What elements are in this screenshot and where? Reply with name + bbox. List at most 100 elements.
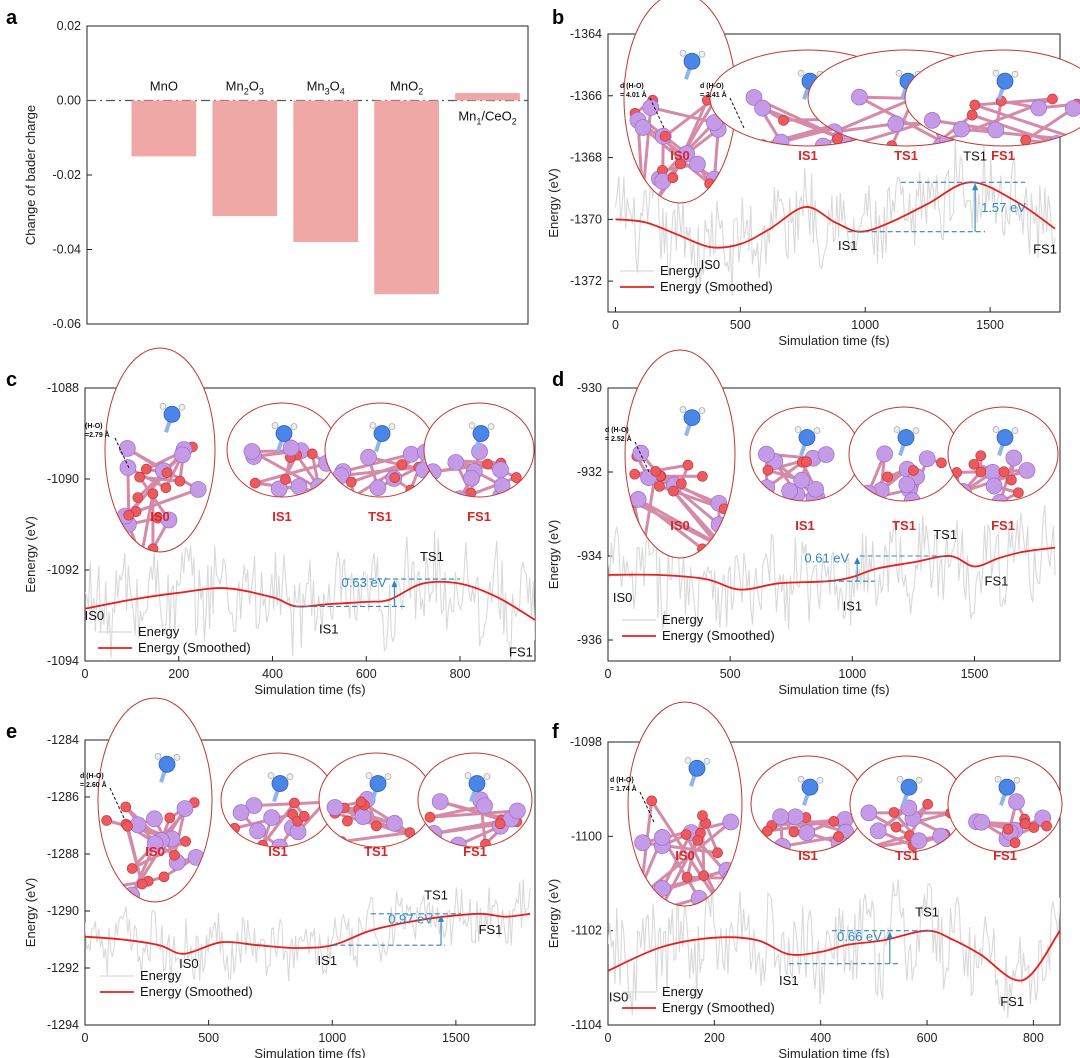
x-tick-label: 0 [82, 1031, 89, 1045]
state-label-is0: IS0 [145, 844, 165, 859]
y-tick-label: -1286 [47, 790, 79, 804]
oval-outline [104, 347, 216, 553]
distance-dashed-line [639, 791, 655, 823]
n-atom [801, 778, 819, 796]
structure-is1: IS1 [220, 752, 336, 859]
state-annotation-ts1: TS1 [424, 888, 448, 903]
state-label-fs1: FS1 [463, 844, 487, 859]
structure-fs1: FS1 [904, 49, 1080, 163]
structure-ts1: TS1 [848, 406, 960, 533]
bar-5 [455, 93, 520, 101]
plot-frame [607, 387, 1061, 662]
oval-outline [947, 755, 1063, 853]
plot-frame [84, 739, 536, 1026]
y-tick-label: -1102 [571, 924, 602, 938]
state-label-is0: IS0 [670, 148, 690, 163]
plot-area [614, 138, 1056, 296]
state-label-is0: IS0 [675, 848, 695, 863]
n-atom [472, 425, 490, 442]
barrier-label: 0.66 eV [837, 929, 882, 944]
state-label-ts1: TS1 [364, 844, 388, 859]
y-axis-title: Energy (eV) [546, 520, 561, 589]
panel-label-d: d [552, 369, 564, 391]
x-tick-label: 0 [82, 667, 89, 681]
x-tick-label: 1000 [851, 318, 879, 332]
x-tick-label: 200 [168, 667, 189, 681]
energy-raw-line [614, 138, 1056, 296]
structure-is1: IS1 [226, 402, 338, 524]
plot-frame [84, 387, 536, 662]
legend-label-smoothed: Energy (Smoothed) [138, 640, 251, 655]
y-tick-label: -1370 [570, 212, 602, 226]
x-tick-label: 800 [1023, 1031, 1044, 1045]
n-atom [688, 759, 706, 777]
panel-b: b 0 500 1000 1500 -1364 -1366 -1368 -1370 -1372 Si… [546, 7, 1061, 348]
x-axis-title: Simulation time (fs) [254, 682, 365, 697]
structure-is0: IS0 [627, 701, 743, 907]
distance-dashed-line [649, 97, 665, 129]
legend-label-raw: Energy [662, 612, 704, 627]
state-annotation-is1: IS1 [843, 599, 863, 614]
state-annotation-ts1: TS1 [420, 549, 444, 564]
energy-smoothed-line [85, 912, 531, 955]
y-tick-label: -1104 [571, 1018, 602, 1032]
x-tick-label: 500 [730, 318, 751, 332]
state-label-ts1: TS1 [368, 509, 392, 524]
legend-label-raw: Energy [660, 263, 702, 278]
energy-raw-line [85, 879, 531, 983]
x-axis-title: Simulation time (fs) [778, 1046, 889, 1058]
x-tick-label: 1000 [318, 1031, 346, 1045]
x-tick-label: 0 [605, 667, 612, 681]
x-tick-label: 1500 [961, 667, 989, 681]
distance-label: d (H-O) = 1.74 Å [610, 777, 637, 793]
distance-dashed-line [729, 97, 745, 129]
state-annotation-is0: IS0 [701, 257, 721, 272]
state-label-is0: IS0 [670, 518, 690, 533]
structure-is1: IS1 [749, 406, 861, 533]
y-axis-title: Eenergy (eV) [23, 516, 38, 593]
n-atom [369, 775, 387, 792]
plot-area [85, 530, 535, 661]
y-tick-label: -1364 [570, 27, 602, 41]
y-tick-label: -1290 [47, 904, 79, 918]
state-annotation-is0: IS0 [179, 956, 199, 971]
state-label-is0: IS0 [150, 509, 170, 524]
y-axis-title: Energy (eV) [23, 878, 38, 947]
structure-ts1: TS1 [324, 402, 436, 524]
legend-label-smoothed: Energy (Smoothed) [662, 628, 775, 643]
panel-label-e: e [6, 721, 17, 743]
x-tick-label: 200 [704, 1031, 725, 1045]
state-annotation-fs1: FS1 [1033, 241, 1057, 256]
oval-outline [97, 697, 213, 903]
state-annotation-ts1: TS1 [915, 905, 939, 920]
distance-label: d (H-O) = 3.41 Å [700, 83, 727, 99]
x-tick-label: 1500 [976, 318, 1004, 332]
state-annotation-is0: IS0 [613, 590, 633, 605]
barrier-label: 0.61 eV [804, 551, 849, 566]
state-annotation-ts1: TS1 [933, 527, 957, 542]
category-label: Mn1/CeO2 [458, 109, 516, 127]
n-atom [275, 425, 293, 442]
panel-f: f 0 200 400 600 800 -1098 -1100 -1102 -1104 Simula… [546, 721, 1061, 1058]
n-atom [373, 425, 391, 442]
bar-3 [293, 100, 359, 243]
oval-outline [904, 49, 1080, 147]
distance-dashed-line [634, 441, 650, 473]
structure-is0: IS0 [623, 0, 737, 204]
state-annotation-is0: IS0 [609, 989, 629, 1004]
barrier-arrowhead [886, 931, 893, 939]
n-atom [163, 405, 181, 423]
state-label-is1: IS1 [798, 148, 818, 163]
legend-label-raw: Energy [140, 968, 182, 983]
panel-label-a: a [6, 7, 18, 29]
category-label: Mn3O4 [307, 79, 345, 97]
plot-area [85, 879, 531, 983]
x-tick-label: 0 [612, 318, 619, 332]
state-label-ts1: TS1 [894, 148, 918, 163]
oval-outline [417, 752, 533, 848]
x-tick-label: 500 [198, 1031, 219, 1045]
n-atom [996, 429, 1014, 446]
y-tick-label: -936 [577, 633, 602, 647]
